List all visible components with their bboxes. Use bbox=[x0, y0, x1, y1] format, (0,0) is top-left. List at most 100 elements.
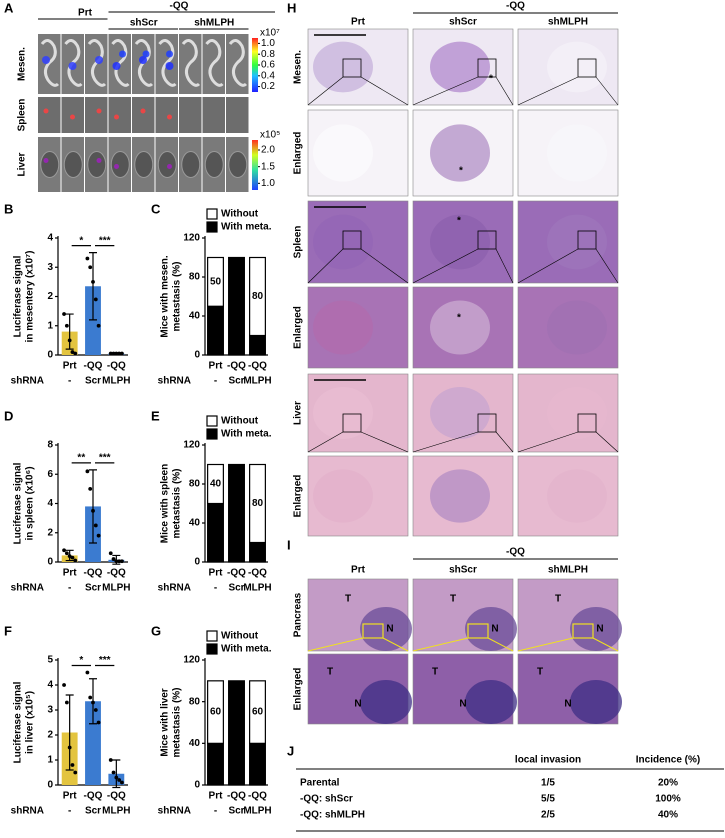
data-point bbox=[64, 700, 69, 705]
significance-label: *** bbox=[99, 453, 111, 464]
x-tick-label: Prt bbox=[63, 361, 78, 372]
annotation: N bbox=[491, 624, 498, 635]
x-sublabel: MLPH bbox=[102, 376, 130, 387]
signal bbox=[70, 114, 75, 120]
annotation: T bbox=[450, 594, 456, 605]
zoom-line bbox=[592, 637, 619, 652]
y-tick-label: 6 bbox=[47, 469, 53, 480]
row-label: Liver bbox=[17, 152, 28, 176]
data-point bbox=[96, 533, 101, 538]
colorbar-unit: x10⁷ bbox=[260, 28, 280, 39]
data-point bbox=[64, 551, 69, 556]
data-point bbox=[85, 670, 90, 675]
y-axis-label: Mice with liver bbox=[160, 688, 171, 756]
annotation: N bbox=[354, 699, 361, 710]
error-bar bbox=[89, 469, 97, 544]
table-cell: -QQ: shMLPH bbox=[300, 810, 365, 821]
signal bbox=[142, 50, 150, 58]
signal bbox=[96, 158, 102, 163]
zoom-line bbox=[495, 431, 514, 453]
normal-tissue bbox=[360, 680, 412, 724]
annotation: N bbox=[564, 699, 571, 710]
table-cell: 100% bbox=[655, 794, 681, 805]
row-label: Enlarged bbox=[293, 475, 304, 518]
inset-box bbox=[467, 623, 489, 639]
signal bbox=[114, 164, 119, 169]
tissue bbox=[134, 151, 154, 178]
tissue bbox=[40, 39, 60, 87]
tissue bbox=[87, 151, 107, 178]
tissue-region bbox=[430, 469, 490, 523]
data-point bbox=[67, 554, 72, 559]
data-label: 60 bbox=[210, 527, 222, 538]
panel-letter: J bbox=[287, 743, 294, 758]
panel-letter: I bbox=[287, 537, 291, 552]
panel-letter: B bbox=[4, 201, 13, 216]
significance-label: *** bbox=[99, 655, 111, 666]
annotation: N bbox=[386, 624, 393, 635]
y-tick-label: 120 bbox=[183, 233, 200, 244]
table-cell: 40% bbox=[658, 810, 678, 821]
y-tick-label: 0 bbox=[47, 350, 53, 361]
inset-box bbox=[342, 58, 362, 78]
y-tick-label: 120 bbox=[183, 655, 200, 666]
data-point bbox=[120, 351, 124, 356]
column-header: shMLPH bbox=[548, 17, 588, 28]
y-tick-label: 80 bbox=[189, 479, 201, 490]
data-point bbox=[111, 770, 116, 775]
x-sublabel-title: shRNA bbox=[158, 583, 191, 594]
data-label: 80 bbox=[252, 498, 264, 509]
zoom-line bbox=[517, 431, 579, 453]
data-point bbox=[73, 558, 78, 563]
data-point bbox=[96, 323, 101, 328]
table-cell: 5/5 bbox=[541, 794, 555, 805]
tissue-region bbox=[430, 41, 490, 93]
row-label: Mesen. bbox=[17, 47, 28, 81]
y-axis-label: in mesentery (x10⁷) bbox=[25, 251, 36, 343]
data-point bbox=[67, 745, 72, 750]
x-tick-label: -QQ bbox=[227, 791, 246, 802]
tissue bbox=[111, 39, 130, 87]
signal bbox=[166, 50, 173, 58]
data-point bbox=[96, 720, 101, 725]
legend-label: With meta. bbox=[221, 644, 272, 655]
inset-box bbox=[572, 623, 594, 639]
x-sublabel: MLPH bbox=[102, 806, 130, 817]
legend-label: Without bbox=[221, 416, 259, 427]
y-tick-label: 2 bbox=[47, 291, 53, 302]
y-tick-label: 4 bbox=[47, 680, 53, 691]
x-tick-label: -QQ bbox=[248, 791, 267, 802]
tissue bbox=[157, 151, 177, 178]
normal-tissue bbox=[360, 607, 412, 651]
tissue-region bbox=[430, 214, 490, 270]
colorbar-tick-label: 0.4 bbox=[261, 70, 275, 81]
legend-label: With meta. bbox=[221, 222, 272, 233]
x-sublabel: Scr bbox=[228, 376, 244, 387]
row-label: Enlarged bbox=[293, 306, 304, 349]
panel-letter: D bbox=[4, 408, 13, 423]
data-label: 40 bbox=[210, 759, 222, 770]
annotation: T bbox=[432, 667, 438, 678]
tissue-region bbox=[313, 469, 373, 523]
data-point bbox=[62, 548, 66, 553]
bar-segment bbox=[228, 680, 245, 786]
mouse-image bbox=[202, 97, 225, 133]
x-tick-label: Prt bbox=[63, 791, 78, 802]
signal bbox=[43, 108, 49, 114]
y-axis-label: Luciferase signal bbox=[13, 255, 24, 337]
zoom-line bbox=[307, 637, 364, 652]
row-label: Enlarged bbox=[293, 132, 304, 175]
colorbar-tick-label: 0.8 bbox=[261, 49, 275, 60]
group-header: shScr bbox=[130, 18, 158, 29]
x-tick-label: Prt bbox=[209, 361, 224, 372]
mouse-image bbox=[132, 97, 155, 133]
data-label: 60 bbox=[252, 707, 264, 718]
inset-box bbox=[342, 230, 362, 250]
inset-box bbox=[577, 230, 597, 250]
x-tick-label: -QQ bbox=[107, 568, 126, 579]
x-sublabel-title: shRNA bbox=[158, 806, 191, 817]
signal bbox=[114, 114, 119, 120]
data-point bbox=[91, 700, 95, 705]
x-tick-label: -QQ bbox=[107, 791, 126, 802]
tissue bbox=[158, 39, 177, 87]
